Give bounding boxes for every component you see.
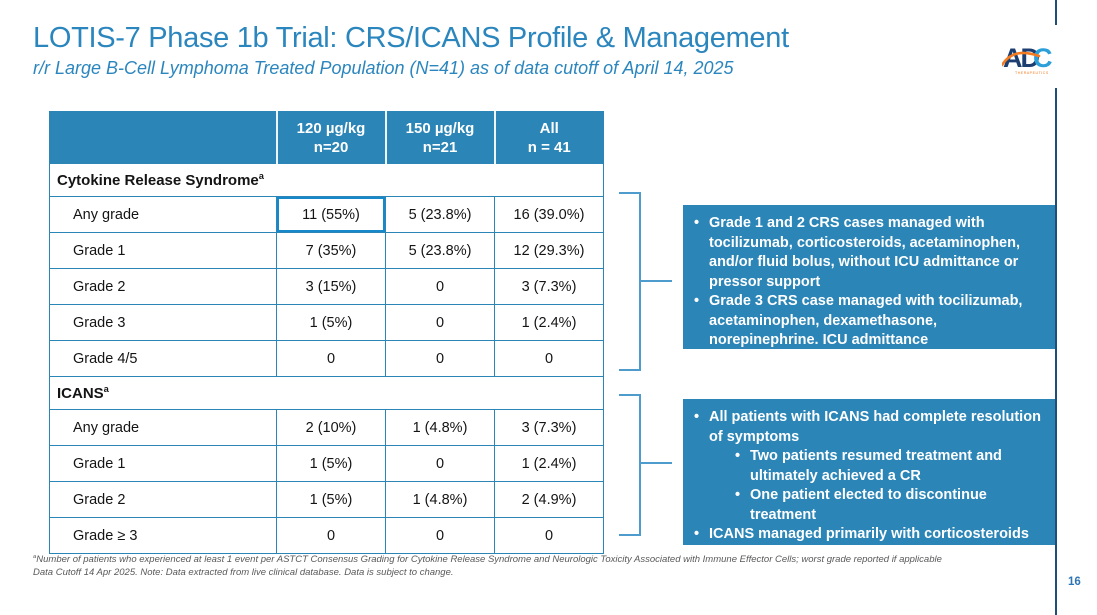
bullet-icon: • [694, 293, 700, 309]
page-number: 16 [1068, 576, 1081, 588]
cell: 16 (39.0%) [494, 196, 604, 233]
cell: 5 (23.8%) [385, 232, 495, 269]
page-title: LOTIS-7 Phase 1b Trial: CRS/ICANS Profil… [33, 22, 789, 54]
section-label: ICANS [57, 385, 104, 402]
table-row: Any grade 2 (10%) 1 (4.8%) 3 (7.3%) [49, 409, 604, 446]
cell: 2 (10%) [276, 409, 386, 446]
table-row: Any grade 11 (55%) 5 (23.8%) 16 (39.0%) [49, 196, 604, 233]
cell: 1 (2.4%) [494, 304, 604, 341]
table-row: Grade 3 1 (5%) 0 1 (2.4%) [49, 304, 604, 341]
row-label: Grade 1 [49, 232, 277, 269]
cell: 1 (5%) [276, 445, 386, 482]
bullet-item: • Grade 3 CRS case managed with tocilizu… [683, 292, 1049, 351]
cell: 3 (7.3%) [494, 409, 604, 446]
table-header-row: 120 µg/kg n=20 150 µg/kg n=21 All n = 41 [49, 111, 604, 164]
cell-highlighted: 11 (55%) [276, 196, 386, 233]
section-row-crs: Cytokine Release Syndromea [49, 163, 604, 197]
callout-icans-management: • All patients with ICANS had complete r… [683, 399, 1055, 545]
bullet-item: • ICANS managed primarily with corticost… [683, 525, 1049, 545]
bracket-crs-connector [641, 280, 672, 282]
header-blank-cell [49, 111, 277, 164]
bullet-item: • All patients with ICANS had complete r… [683, 408, 1049, 447]
footnote-marker: a [258, 171, 264, 181]
section-label: Cytokine Release Syndrome [57, 172, 259, 189]
table-row: Grade 1 1 (5%) 0 1 (2.4%) [49, 445, 604, 482]
vertical-divider-top [1055, 0, 1057, 25]
row-label: Grade 2 [49, 268, 277, 305]
footnote-marker: a [103, 384, 109, 394]
table-row: Grade 2 3 (15%) 0 3 (7.3%) [49, 268, 604, 305]
cell: 0 [385, 340, 495, 377]
table-row: Grade ≥ 3 0 0 0 [49, 517, 604, 554]
cell: 1 (2.4%) [494, 445, 604, 482]
cell: 12 (29.3%) [494, 232, 604, 269]
row-label: Grade ≥ 3 [49, 517, 277, 554]
row-label: Grade 4/5 [49, 340, 277, 377]
cell: 3 (15%) [276, 268, 386, 305]
cell: 1 (5%) [276, 304, 386, 341]
bullet-icon: • [694, 215, 700, 231]
table-row: Grade 2 1 (5%) 1 (4.8%) 2 (4.9%) [49, 481, 604, 518]
svg-text:THERAPEUTICS: THERAPEUTICS [1015, 71, 1049, 75]
cell: 0 [276, 517, 386, 554]
cell: 0 [385, 304, 495, 341]
header-all: All n = 41 [493, 111, 604, 164]
row-label: Grade 2 [49, 481, 277, 518]
crs-icans-table: 120 µg/kg n=20 150 µg/kg n=21 All n = 41… [49, 111, 604, 554]
bullet-icon: • [694, 526, 700, 542]
bullet-item: • Grade 1 and 2 CRS cases managed with t… [683, 214, 1049, 292]
cell: 0 [385, 517, 495, 554]
page-subtitle: r/r Large B-Cell Lymphoma Treated Popula… [33, 58, 734, 78]
row-label: Any grade [49, 196, 277, 233]
cell: 0 [385, 268, 495, 305]
table-row: Grade 4/5 0 0 0 [49, 340, 604, 377]
cell: 1 (4.8%) [385, 481, 495, 518]
section-row-icans: ICANSa [49, 376, 604, 410]
cell: 1 (5%) [276, 481, 386, 518]
sub-bullet-item: • Two patients resumed treatment and ult… [723, 447, 1049, 486]
callout-crs-management: • Grade 1 and 2 CRS cases managed with t… [683, 205, 1055, 349]
footnote: aNumber of patients who experienced at l… [33, 551, 942, 579]
bracket-crs [619, 192, 641, 371]
svg-text:C: C [1033, 43, 1052, 73]
row-label: Grade 1 [49, 445, 277, 482]
bracket-icans-connector [641, 462, 672, 464]
header-150ug: 150 µg/kg n=21 [384, 111, 495, 164]
cell: 1 (4.8%) [385, 409, 495, 446]
bracket-icans [619, 394, 641, 536]
bullet-icon: • [735, 487, 741, 503]
vertical-divider-bottom [1055, 88, 1057, 615]
cell: 2 (4.9%) [494, 481, 604, 518]
table-row: Grade 1 7 (35%) 5 (23.8%) 12 (29.3%) [49, 232, 604, 269]
cell: 0 [494, 517, 604, 554]
footnote-line-1: aNumber of patients who experienced at l… [33, 554, 942, 566]
cell: 0 [276, 340, 386, 377]
header-120ug: 120 µg/kg n=20 [275, 111, 386, 164]
footnote-line-2: Data Cutoff 14 Apr 2025. Note: Data extr… [33, 566, 454, 578]
cell: 0 [494, 340, 604, 377]
cell: 5 (23.8%) [385, 196, 495, 233]
cell: 0 [385, 445, 495, 482]
cell: 7 (35%) [276, 232, 386, 269]
row-label: Any grade [49, 409, 277, 446]
row-label: Grade 3 [49, 304, 277, 341]
bullet-icon: • [694, 409, 700, 425]
adc-therapeutics-logo-icon: AD C THERAPEUTICS [1002, 43, 1052, 75]
cell: 3 (7.3%) [494, 268, 604, 305]
bullet-icon: • [735, 448, 741, 464]
sub-bullet-item: • One patient elected to discontinue tre… [723, 486, 1049, 525]
